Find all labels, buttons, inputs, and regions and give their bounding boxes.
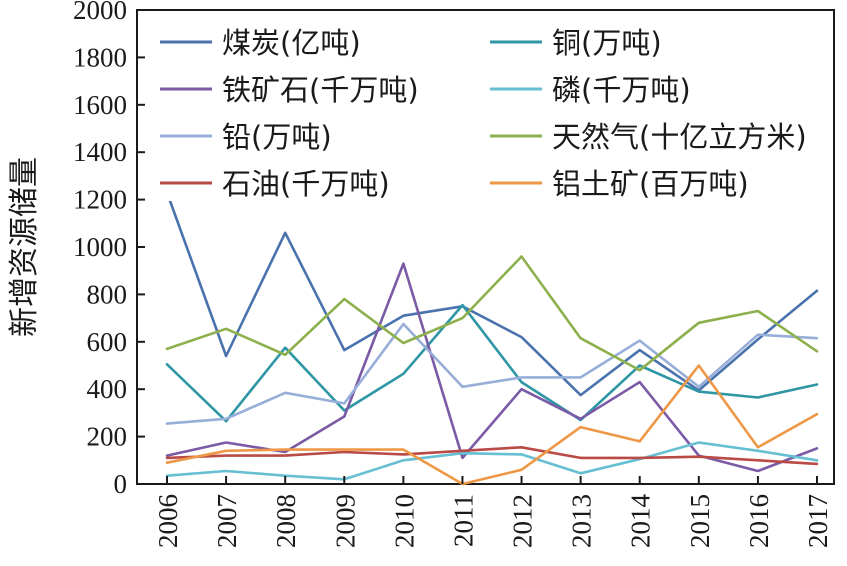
legend-label-6: 石油(千万吨) xyxy=(222,167,390,201)
series-line-5 xyxy=(165,255,819,372)
x-tick-label: 2009 xyxy=(330,494,360,548)
x-tick-label: 2010 xyxy=(389,494,419,548)
x-tick-label: 2011 xyxy=(448,494,478,547)
legend-label-1: 铜(万吨) xyxy=(552,26,662,60)
legend-label-5: 天然气(十亿立方米) xyxy=(552,120,807,154)
legend-label-0: 煤炭(亿吨) xyxy=(222,26,361,60)
legend-label-2: 铁矿石(千万吨) xyxy=(222,73,419,107)
y-tick-label: 1600 xyxy=(73,90,127,120)
series-line-7 xyxy=(165,364,819,486)
legend-label-4: 铅(万吨) xyxy=(222,120,332,154)
x-tick-label: 2016 xyxy=(744,494,774,548)
x-tick-label: 2013 xyxy=(567,494,597,548)
x-tick-label: 2006 xyxy=(153,494,183,548)
x-tick-label: 2012 xyxy=(508,494,538,548)
x-tick-label: 2014 xyxy=(626,494,656,549)
legend-item-bg xyxy=(487,69,832,107)
y-axis-title: 新增资源储量 xyxy=(7,157,42,337)
x-tick-label: 2017 xyxy=(803,494,833,548)
y-tick-label: 1200 xyxy=(73,185,127,215)
legend-item-bg xyxy=(487,116,832,154)
y-tick-label: 400 xyxy=(87,374,128,404)
y-tick-label: 0 xyxy=(114,469,128,499)
x-tick-label: 2007 xyxy=(212,494,242,548)
y-tick-label: 2000 xyxy=(73,0,127,25)
x-tick-label: 2008 xyxy=(271,494,301,548)
series-line-3 xyxy=(165,441,819,481)
series-line-1 xyxy=(165,303,819,423)
x-tick-label: 2015 xyxy=(685,494,715,548)
y-tick-label: 1400 xyxy=(73,137,127,167)
y-tick-label: 200 xyxy=(87,422,128,452)
y-tick-label: 1800 xyxy=(73,42,127,72)
legend-item-bg xyxy=(487,22,832,60)
y-tick-label: 800 xyxy=(87,279,128,309)
series-line-0 xyxy=(165,191,819,397)
legend-label-7: 铝土矿(百万吨) xyxy=(552,167,749,201)
y-tick-label: 600 xyxy=(87,327,128,357)
legend-label-3: 磷(千万吨) xyxy=(552,73,691,107)
legend-item-bg xyxy=(487,163,832,201)
series-line-6 xyxy=(165,445,819,466)
y-tick-label: 1000 xyxy=(73,232,127,262)
